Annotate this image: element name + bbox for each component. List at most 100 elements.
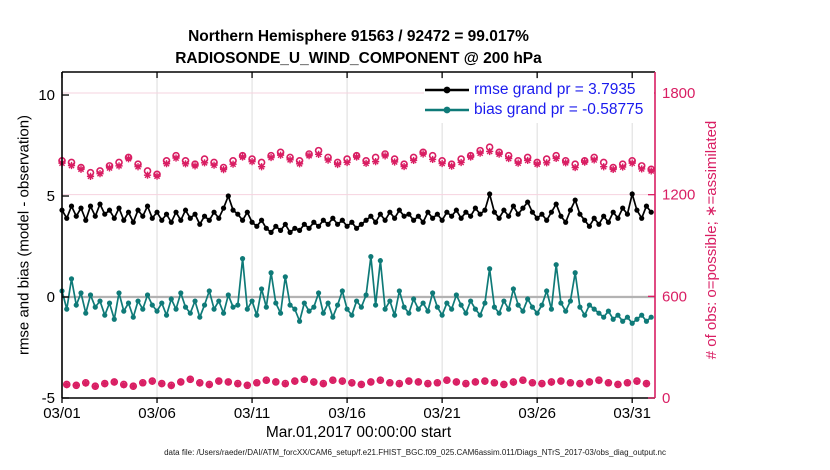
assimilated-count-marker [391, 158, 399, 166]
assimilated-count-marker [509, 378, 518, 386]
assimilated-count-marker [438, 159, 446, 168]
rmse-marker [534, 215, 540, 221]
rmse-marker [339, 217, 345, 223]
rmse-marker [563, 219, 569, 225]
assimilated-count-marker [167, 382, 175, 390]
bias-marker [144, 292, 151, 298]
bias-marker [491, 304, 497, 310]
assimilated-count-marker [129, 382, 137, 390]
bias-marker [140, 306, 146, 312]
y-axis-label-left: rmse and bias (model - observation) [15, 114, 33, 356]
assimilated-count-marker [243, 381, 251, 389]
assimilated-count-marker [139, 379, 147, 387]
bias-marker [572, 270, 578, 276]
assimilated-count-marker [196, 379, 204, 387]
rmse-marker [601, 213, 607, 219]
rmse-marker [620, 205, 626, 211]
bias-marker [244, 306, 250, 312]
bias-marker [154, 308, 160, 314]
assimilated-count-marker [481, 377, 489, 385]
bias-marker [159, 300, 165, 306]
assimilated-count-marker [642, 379, 651, 388]
rmse-marker [296, 227, 303, 233]
assimilated-count-marker [177, 378, 185, 386]
bias-marker [116, 290, 122, 296]
bias-marker [396, 288, 402, 294]
rmse-marker [277, 227, 284, 233]
assimilated-count-marker [400, 162, 408, 171]
rmse-marker [254, 223, 260, 229]
assimilated-count-marker [519, 376, 527, 384]
rmse-marker [487, 191, 493, 197]
rmse-marker [506, 213, 512, 219]
bias-marker [287, 302, 293, 308]
bias-marker [306, 308, 312, 314]
assimilated-count-marker [77, 165, 85, 173]
bias-marker [149, 302, 155, 308]
assimilated-count-marker [210, 161, 218, 169]
bias-marker [235, 302, 241, 308]
assimilated-count-marker [638, 165, 646, 173]
rmse-marker [353, 225, 360, 231]
bias-marker [420, 300, 426, 306]
rmse-marker [643, 203, 650, 209]
rmse-marker [477, 211, 483, 217]
bias-marker [439, 312, 445, 318]
assimilated-count-marker [224, 378, 232, 386]
assimilated-count-marker [86, 172, 95, 180]
y-left-tick-label: 10 [38, 87, 55, 104]
rmse-marker [396, 207, 402, 213]
rmse-marker [629, 191, 635, 197]
rmse-marker [121, 217, 127, 223]
rmse-marker [415, 213, 421, 219]
rmse-marker [591, 215, 597, 221]
rmse-marker [439, 217, 445, 223]
assimilated-count-marker [538, 380, 546, 388]
x-axis-label: Mar.01,2017 00:00:00 start [265, 424, 452, 441]
y-right-tick-label: 1200 [662, 187, 695, 204]
rmse-marker [187, 215, 193, 221]
rmse-marker [320, 217, 326, 223]
bias-marker [230, 304, 236, 310]
assimilated-count-marker [267, 153, 275, 162]
x-tick-label: 03/06 [138, 405, 176, 422]
assimilated-count-marker [571, 163, 579, 172]
bias-marker [610, 316, 616, 322]
legend-label-bias: bias grand pr = -0.58775 [474, 100, 644, 118]
rmse-marker [73, 213, 79, 219]
rmse-marker [572, 197, 578, 203]
bias-marker [358, 304, 364, 310]
assimilated-count-marker [462, 380, 470, 388]
assimilated-count-marker [120, 381, 128, 389]
rmse-marker [453, 207, 459, 213]
rmse-marker [472, 205, 478, 211]
assimilated-count-marker [348, 379, 356, 387]
rmse-marker [315, 223, 322, 229]
bias-marker [320, 310, 326, 316]
assimilated-count-marker [248, 158, 256, 166]
rmse-marker [363, 217, 369, 223]
rmse-marker [586, 223, 593, 229]
rmse-marker [373, 219, 379, 225]
assimilated-count-marker [82, 379, 90, 387]
rmse-marker [111, 215, 117, 221]
bias-marker [406, 310, 412, 316]
bias-marker [582, 312, 588, 318]
rmse-marker [130, 219, 136, 225]
rmse-marker [87, 203, 94, 209]
bias-marker [453, 292, 459, 298]
assimilated-count-marker [310, 378, 318, 386]
rmse-marker [239, 217, 246, 223]
rmse-marker [116, 205, 122, 211]
rmse-marker [615, 215, 621, 221]
assimilated-count-marker [467, 153, 475, 161]
assimilated-count-marker [595, 376, 603, 385]
rmse-marker [102, 211, 108, 217]
assimilated-count-marker [191, 162, 199, 170]
bias-marker [620, 318, 626, 324]
rmse-marker [525, 199, 531, 205]
rmse-marker [368, 213, 374, 219]
assimilated-count-marker [486, 147, 494, 156]
rmse-marker [468, 213, 474, 219]
